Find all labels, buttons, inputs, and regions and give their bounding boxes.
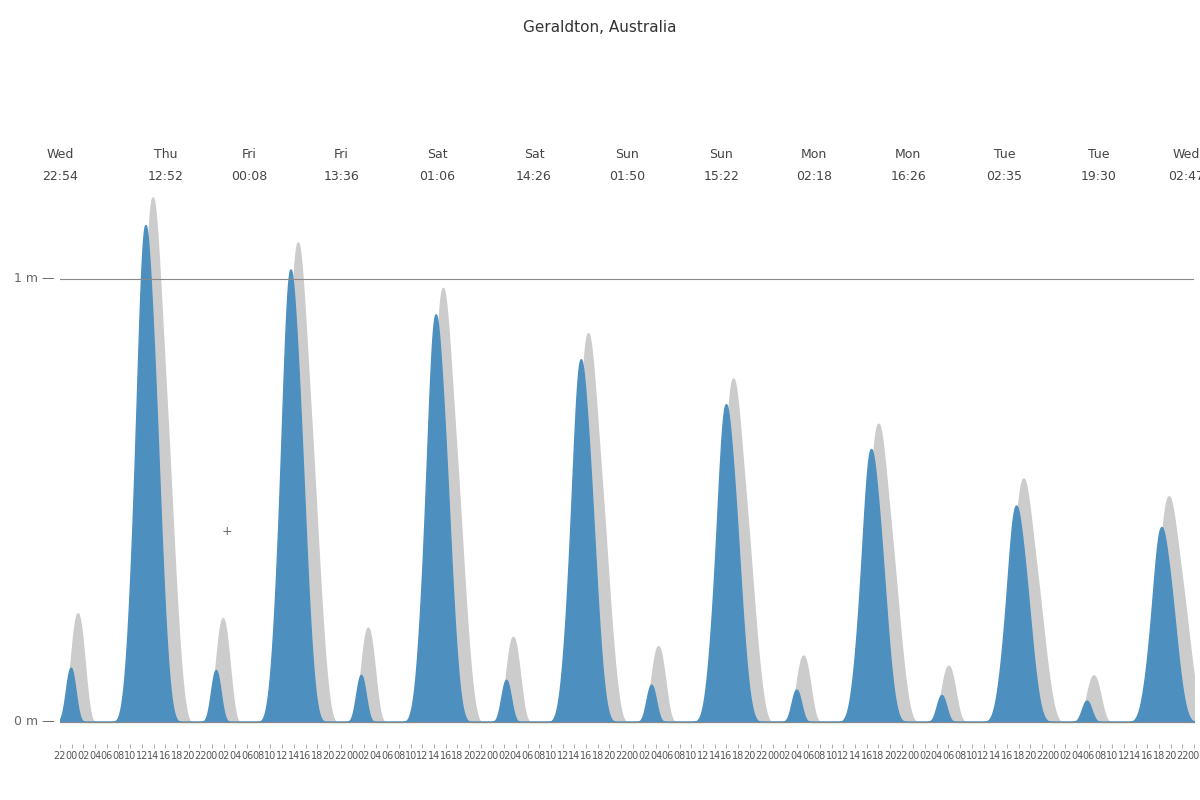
Text: Wed: Wed	[47, 148, 73, 162]
Text: Tue: Tue	[994, 148, 1015, 162]
Text: Sat: Sat	[427, 148, 448, 162]
Text: 19:30: 19:30	[1081, 170, 1117, 183]
Text: 01:50: 01:50	[608, 170, 646, 183]
Text: Fri: Fri	[242, 148, 257, 162]
Text: Tue: Tue	[1088, 148, 1110, 162]
Text: Thu: Thu	[154, 148, 178, 162]
Text: Fri: Fri	[334, 148, 349, 162]
Text: 15:22: 15:22	[703, 170, 739, 183]
Text: 0 m —: 0 m —	[14, 715, 54, 728]
Text: Geraldton, Australia: Geraldton, Australia	[523, 20, 677, 35]
Text: 14:26: 14:26	[516, 170, 552, 183]
Text: 02:18: 02:18	[796, 170, 832, 183]
Text: 13:36: 13:36	[323, 170, 359, 183]
Text: 01:06: 01:06	[420, 170, 456, 183]
Text: 12:52: 12:52	[148, 170, 184, 183]
Text: Sun: Sun	[616, 148, 638, 162]
Text: 1 m —: 1 m —	[14, 273, 54, 286]
Text: Sat: Sat	[523, 148, 545, 162]
Text: Mon: Mon	[800, 148, 827, 162]
Text: 02:35: 02:35	[986, 170, 1022, 183]
Text: 22:54: 22:54	[42, 170, 78, 183]
Text: Wed: Wed	[1172, 148, 1200, 162]
Text: Sun: Sun	[709, 148, 733, 162]
Text: 00:08: 00:08	[232, 170, 268, 183]
Text: 02:47: 02:47	[1168, 170, 1200, 183]
Text: Mon: Mon	[895, 148, 922, 162]
Text: +: +	[221, 525, 232, 538]
Text: 16:26: 16:26	[890, 170, 926, 183]
